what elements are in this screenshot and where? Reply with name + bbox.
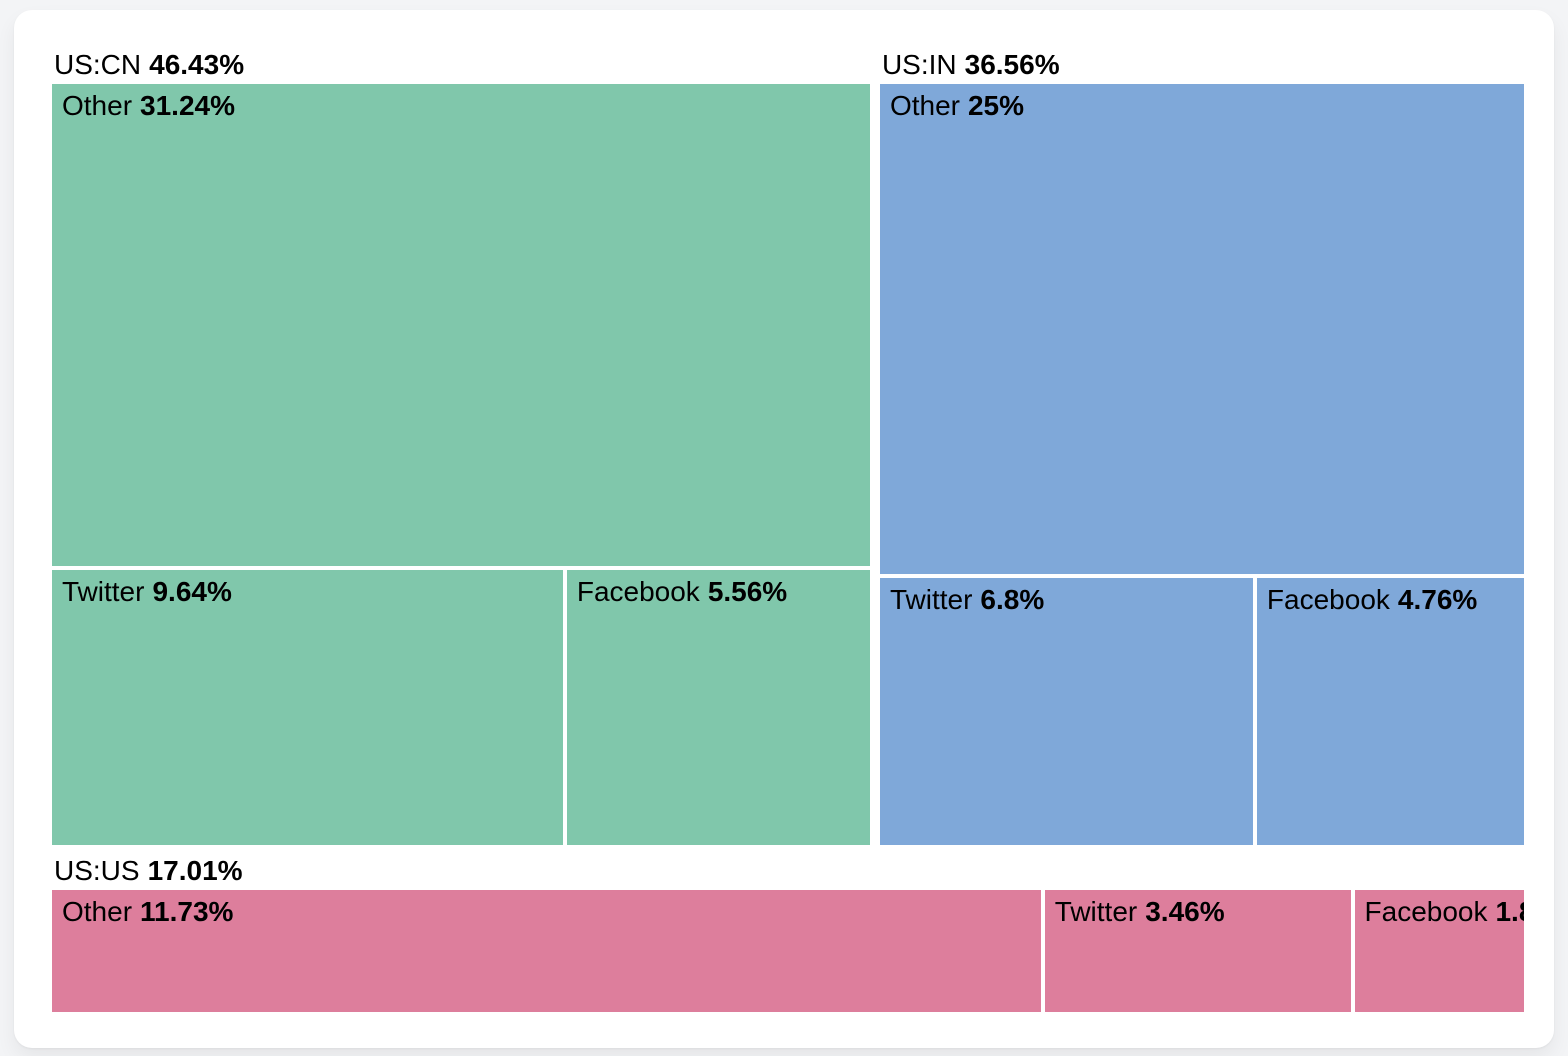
cell-us-cn-other[interactable]: Other 31.24%: [52, 84, 870, 567]
cell-us-in-other[interactable]: Other 25%: [879, 84, 1524, 575]
label-text: US:IN: [881, 49, 957, 80]
cell-row: Twitter 6.8% Facebook 4.76%: [879, 578, 1524, 845]
cell-row: Twitter 9.64% Facebook 5.56%: [52, 570, 870, 845]
label-text: Facebook: [1266, 584, 1390, 616]
treemap: US:CN 46.43% Other 31.24% Twitter 9.64% Facebo…: [52, 44, 1524, 1012]
label-percentage: 31.24%: [140, 90, 235, 121]
label-percentage: 11.73%: [140, 896, 234, 927]
cell-us-cn-twitter[interactable]: Twitter 9.64%: [52, 570, 563, 845]
label-text: US:US: [54, 855, 140, 886]
label-text: Facebook: [576, 576, 700, 608]
label-text: Twitter: [1054, 896, 1138, 927]
treemap-group-us-in: US:IN 36.56% Other 25% Twitter 6.8% Facebook 4.…: [879, 44, 1524, 845]
label-percentage: 36.56%: [964, 49, 1060, 80]
group-cells: Other 31.24% Twitter 9.64% Facebook 5.56%: [52, 84, 870, 845]
label-percentage: 4.76%: [1397, 584, 1478, 616]
label-text: US:CN: [54, 49, 142, 80]
treemap-top-row: US:CN 46.43% Other 31.24% Twitter 9.64% Facebo…: [52, 44, 1524, 845]
label-percentage: 9.64%: [152, 576, 232, 608]
label-percentage: 25%: [967, 90, 1025, 121]
cell-us-in-facebook[interactable]: Facebook 4.76%: [1256, 578, 1524, 845]
label-text: Facebook: [1364, 896, 1488, 927]
label-text: Twitter: [62, 576, 145, 608]
label-text: Other: [62, 90, 133, 121]
cell-us-us-twitter[interactable]: Twitter 3.46%: [1044, 890, 1351, 1012]
label-percentage: 1.81%: [1495, 896, 1524, 927]
cell-us-cn-facebook[interactable]: Facebook 5.56%: [566, 570, 870, 845]
label-percentage: 17.01%: [147, 855, 243, 886]
treemap-group-us-us: US:US 17.01% Other 11.73% Twitter 3.46% Facebo…: [52, 850, 1524, 1012]
group-header-us-us[interactable]: US:US 17.01%: [52, 850, 1524, 890]
label-text: Other: [889, 90, 960, 121]
label-percentage: 3.46%: [1145, 896, 1225, 927]
label-percentage: 6.8%: [980, 584, 1045, 616]
chart-card: US:CN 46.43% Other 31.24% Twitter 9.64% Facebo…: [14, 10, 1554, 1048]
label-percentage: 46.43%: [149, 49, 245, 80]
label-text: Other: [62, 896, 133, 927]
cell-us-us-other[interactable]: Other 11.73%: [52, 890, 1041, 1012]
label-text: Twitter: [889, 584, 973, 616]
group-header-us-in[interactable]: US:IN 36.56%: [880, 44, 1524, 84]
group-cells: Other 25% Twitter 6.8% Facebook 4.76%: [879, 84, 1524, 845]
group-header-us-cn[interactable]: US:CN 46.43%: [52, 44, 870, 84]
treemap-group-us-cn: US:CN 46.43% Other 31.24% Twitter 9.64% Facebo…: [52, 44, 870, 845]
cell-us-in-twitter[interactable]: Twitter 6.8%: [879, 578, 1253, 845]
label-percentage: 5.56%: [707, 576, 788, 608]
